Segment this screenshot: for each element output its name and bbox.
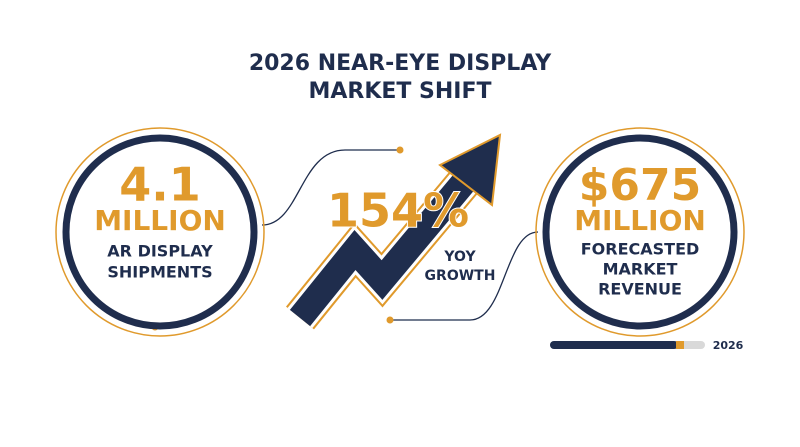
arrow-body bbox=[289, 166, 480, 327]
stat-label: MARKET bbox=[603, 260, 678, 279]
connector-line bbox=[390, 231, 539, 321]
title-line: MARKET SHIFT bbox=[308, 79, 491, 104]
stat-value: 154% bbox=[327, 184, 469, 238]
stat-unit: MILLION bbox=[94, 204, 226, 237]
timeline-marker bbox=[676, 341, 684, 349]
stat-label: GROWTH bbox=[425, 268, 496, 284]
stat-value: 4.1 bbox=[119, 158, 201, 212]
stat-label: YOY bbox=[443, 249, 476, 265]
connector-dot bbox=[386, 316, 394, 324]
connector-line bbox=[261, 149, 400, 226]
arrow-head bbox=[438, 133, 502, 207]
circle-outer bbox=[535, 127, 745, 337]
growth-arrow bbox=[286, 133, 502, 330]
stat-label: FORECASTED bbox=[581, 240, 700, 259]
stat-label: REVENUE bbox=[598, 280, 682, 299]
stat-label: AR DISPLAY bbox=[107, 242, 213, 261]
stat-label: SHIPMENTS bbox=[107, 263, 212, 282]
stat-value: $675 bbox=[579, 160, 701, 211]
stat-unit: MILLION bbox=[574, 204, 706, 237]
connector-dot bbox=[396, 146, 404, 154]
title-line: 2026 NEAR-EYE DISPLAY bbox=[249, 51, 552, 76]
timeline-fill bbox=[550, 341, 678, 349]
circle-outer bbox=[55, 127, 265, 337]
circle-ring bbox=[62, 134, 258, 330]
timeline-label: 2026 bbox=[713, 339, 744, 352]
circle-ring bbox=[542, 134, 738, 330]
connectors bbox=[261, 149, 539, 321]
